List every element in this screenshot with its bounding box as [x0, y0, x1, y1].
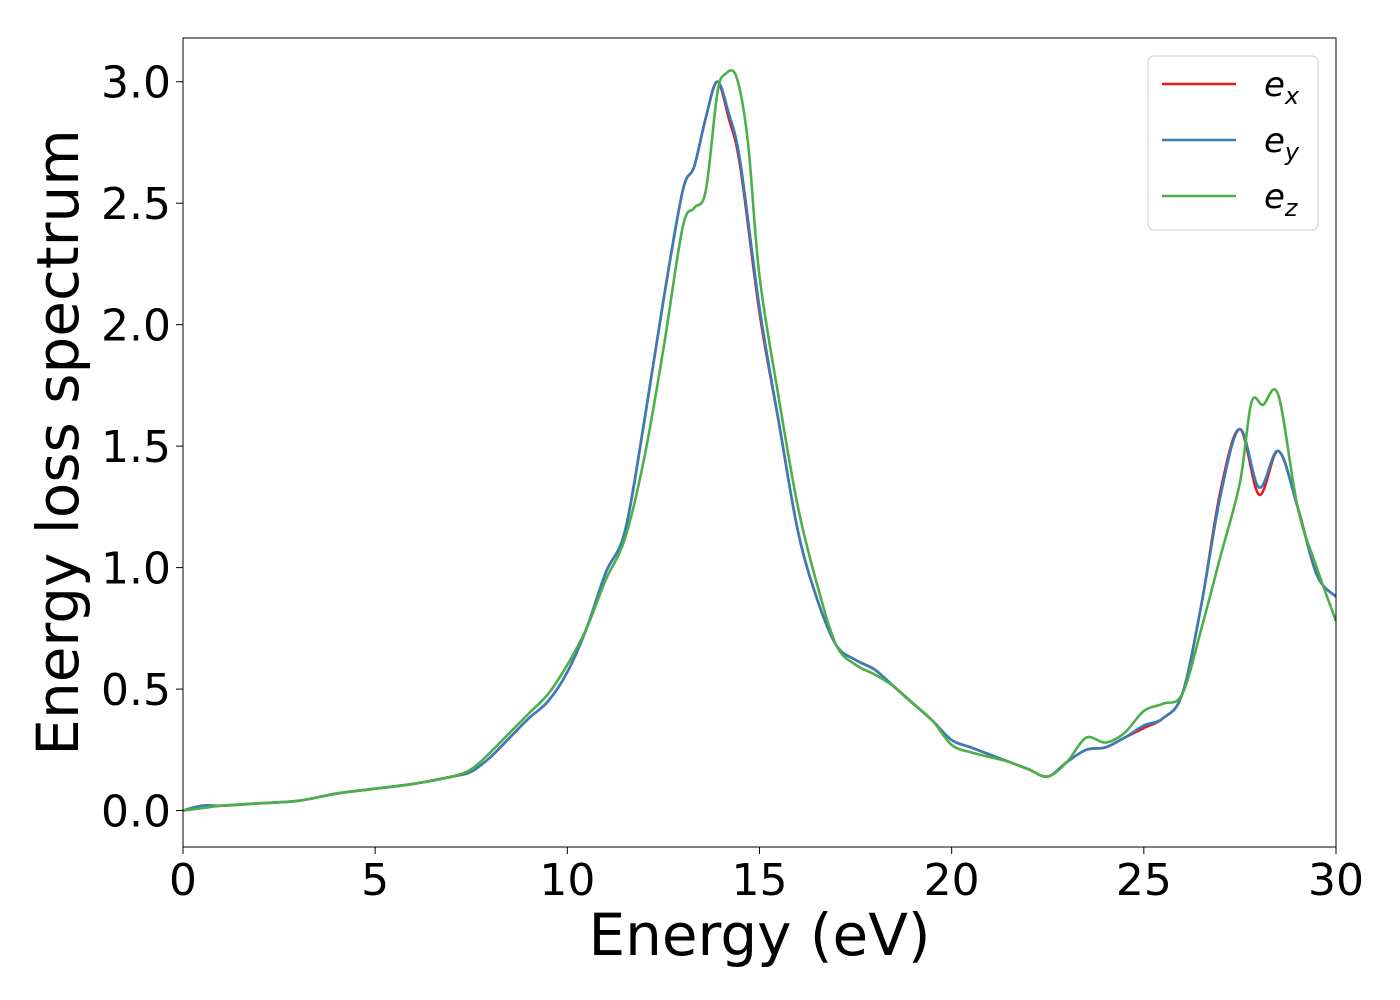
x-axis: 0 5 10 15 20 25 30 — [169, 847, 1364, 906]
y-tick-label: 2.0 — [101, 301, 171, 352]
y-tick-label: 2.5 — [101, 179, 171, 230]
x-tick-label: 15 — [732, 855, 788, 906]
series-layer — [183, 69, 1336, 812]
legend-label-subscript: x — [1284, 82, 1300, 110]
x-tick-label: 5 — [361, 855, 389, 906]
y-tick-label: 0.0 — [101, 787, 171, 838]
legend-label-e_z: ez — [1264, 177, 1299, 222]
y-tick-label: 0.5 — [101, 665, 171, 716]
x-tick-label: 25 — [1116, 855, 1172, 906]
series-line-e_z — [183, 69, 1336, 812]
y-axis: 0.0 0.5 1.0 1.5 2.0 2.5 3.0 — [101, 58, 183, 838]
x-tick-label: 20 — [924, 855, 980, 906]
legend-label-main: e — [1264, 65, 1285, 105]
series-line-e_y — [183, 80, 1336, 812]
y-tick-label: 1.0 — [101, 544, 171, 595]
legend-label-main: e — [1264, 177, 1285, 217]
y-tick-label: 1.5 — [101, 422, 171, 473]
y-axis-label: Energy loss spectrum — [24, 129, 92, 755]
legend-label-subscript: y — [1284, 138, 1300, 166]
x-tick-label: 30 — [1308, 855, 1364, 906]
x-axis-label: Energy (eV) — [588, 901, 930, 969]
legend-label-e_y: ey — [1264, 121, 1300, 166]
legend-label-subscript: z — [1284, 194, 1299, 222]
legend-label-main: e — [1264, 121, 1285, 161]
legend-label-e_x: ex — [1264, 65, 1300, 110]
x-tick-label: 10 — [539, 855, 595, 906]
x-tick-label: 0 — [169, 855, 197, 906]
y-tick-label: 3.0 — [101, 58, 171, 109]
legend-box — [1147, 55, 1319, 231]
